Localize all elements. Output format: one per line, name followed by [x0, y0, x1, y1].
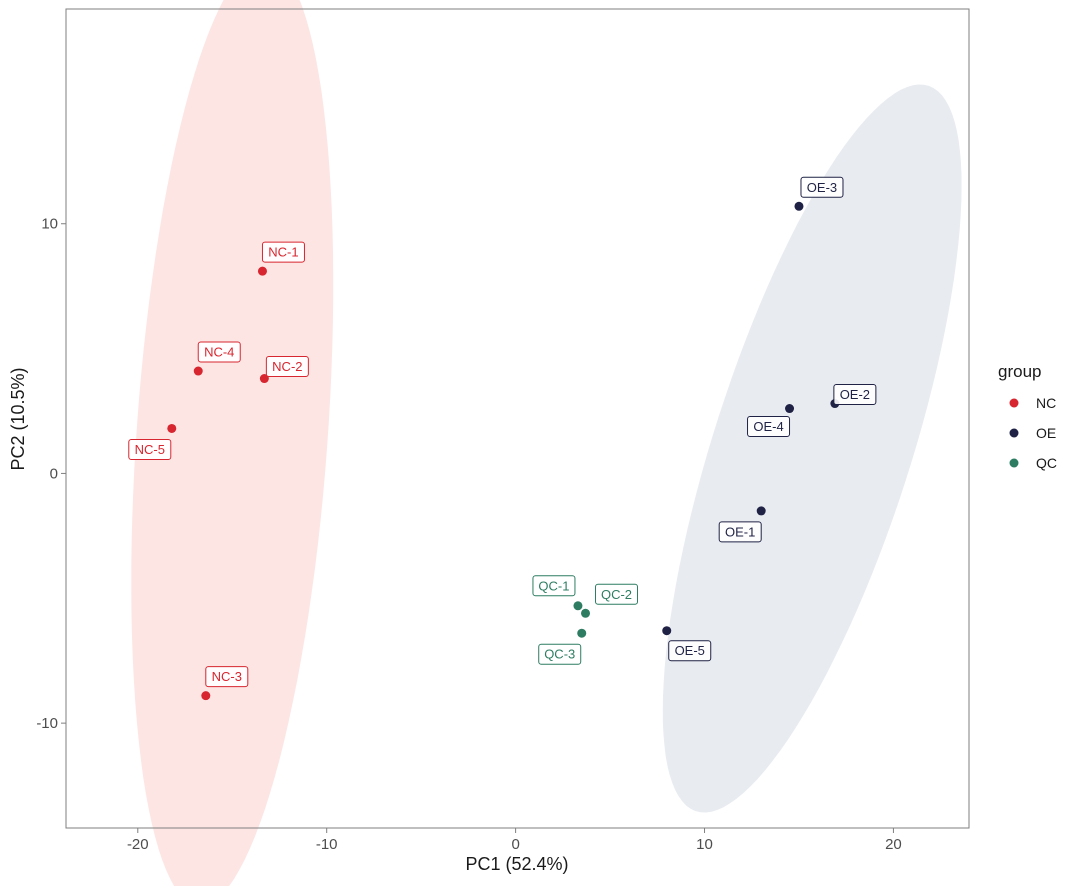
- label-box: [265, 356, 309, 378]
- label-oe-1: OE-1: [718, 521, 762, 543]
- y-axis-title: PC2 (10.5%): [8, 367, 28, 470]
- label-text: NC-1: [268, 245, 298, 260]
- label-box: [668, 640, 712, 662]
- x-tick-label: -20: [127, 836, 149, 853]
- label-text: OE-2: [840, 387, 870, 402]
- confidence-ellipses: [131, 0, 962, 886]
- point-qc-3: [577, 628, 587, 638]
- point-nc-5: [167, 423, 177, 433]
- ellipse-nc: [131, 0, 334, 886]
- label-qc-1: QC-1: [532, 575, 576, 597]
- x-tick-label: 0: [511, 836, 519, 853]
- label-text: NC-3: [212, 669, 242, 684]
- point-oe-3: [794, 201, 804, 211]
- label-box: [205, 666, 249, 688]
- point-nc-3: [201, 691, 211, 701]
- label-text: OE-4: [753, 419, 783, 434]
- label-nc-1: NC-1: [261, 241, 305, 263]
- point-nc-1: [257, 266, 267, 276]
- label-nc-2: NC-2: [265, 356, 309, 378]
- point-labels: NC-1 NC-2 NC-3 NC-4 NC-5 OE-1 OE-2 OE-3 OE-4 OE-5…: [128, 176, 877, 688]
- label-nc-4: NC-4: [197, 341, 241, 363]
- legend-label-nc: NC: [1036, 395, 1056, 411]
- label-box: [532, 575, 576, 597]
- label-text: NC-2: [272, 359, 302, 374]
- legend-label-oe: OE: [1036, 425, 1056, 441]
- label-text: QC-3: [544, 647, 575, 662]
- label-text: OE-1: [725, 524, 755, 539]
- label-nc-5: NC-5: [128, 438, 172, 460]
- label-oe-4: OE-4: [747, 416, 791, 438]
- label-nc-3: NC-3: [205, 666, 249, 688]
- label-text: QC-2: [601, 587, 632, 602]
- label-box: [261, 241, 305, 263]
- point-qc-2: [581, 608, 591, 618]
- label-box: [538, 643, 582, 665]
- point-qc-1: [573, 601, 583, 611]
- label-qc-3: QC-3: [538, 643, 582, 665]
- plot-panel-border: [65, 8, 970, 829]
- legend: group NC OE QC: [998, 362, 1057, 471]
- label-text: NC-4: [204, 345, 234, 360]
- label-text: OE-3: [807, 180, 837, 195]
- ellipse-oe: [662, 84, 962, 813]
- y-tick-label: 10: [41, 216, 58, 233]
- label-text: OE-5: [675, 643, 705, 658]
- label-qc-2: QC-2: [595, 583, 639, 605]
- data-points: [167, 201, 840, 701]
- label-oe-2: OE-2: [833, 384, 877, 406]
- legend-label-qc: QC: [1036, 455, 1057, 471]
- label-box: [718, 521, 762, 543]
- label-box: [595, 583, 639, 605]
- legend-key-nc: [1009, 398, 1019, 408]
- label-box: [800, 176, 844, 198]
- label-box: [128, 438, 172, 460]
- label-box: [197, 341, 241, 363]
- label-text: QC-1: [538, 578, 569, 593]
- point-nc-4: [193, 366, 203, 376]
- x-tick-label: -10: [316, 836, 338, 853]
- x-axis-title: PC1 (52.4%): [465, 854, 568, 874]
- point-oe-1: [756, 506, 766, 516]
- legend-key-qc: [1009, 458, 1019, 468]
- label-oe-3: OE-3: [800, 176, 844, 198]
- point-oe-4: [785, 404, 795, 414]
- legend-key-oe: [1009, 428, 1019, 438]
- y-tick-label: -10: [36, 715, 58, 732]
- x-tick-label: 10: [696, 836, 713, 853]
- y-axis-ticks: -10 0 10: [36, 216, 66, 732]
- label-oe-5: OE-5: [668, 640, 712, 662]
- x-tick-label: 20: [885, 836, 902, 853]
- point-oe-5: [662, 626, 672, 636]
- label-text: NC-5: [135, 442, 165, 457]
- label-box: [833, 384, 877, 406]
- x-axis-ticks: -20 -10 0 10 20: [127, 828, 902, 853]
- legend-title: group: [998, 362, 1041, 381]
- label-box: [747, 416, 791, 438]
- y-tick-label: 0: [50, 465, 58, 482]
